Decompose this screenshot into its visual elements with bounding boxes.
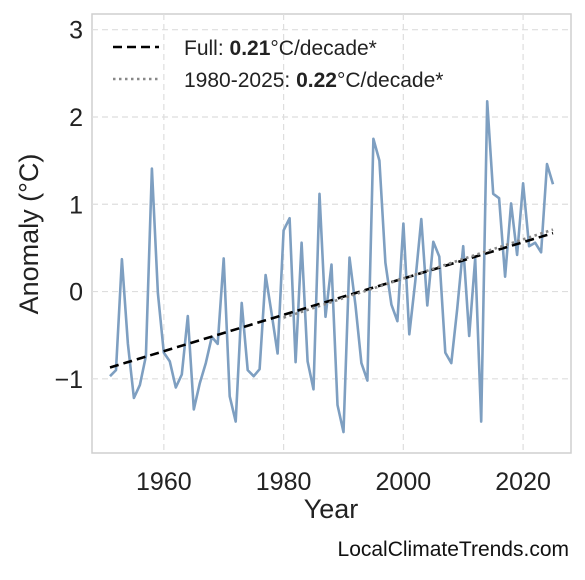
x-tick-label: 2000 <box>376 468 432 496</box>
anomaly-series-line <box>109 100 555 434</box>
y-tick-label: 3 <box>69 17 83 45</box>
legend-full-value: 0.21 <box>230 37 271 60</box>
x-tick-label: 2020 <box>495 468 551 496</box>
tick-labels: 1960 1980 2000 2020 −1 0 1 2 3 <box>54 17 550 496</box>
legend-full-prefix: Full: <box>184 37 230 60</box>
legend-entry-recent: 1980-2025: 0.22°C/decade* <box>184 69 443 92</box>
grid-lines <box>92 14 571 453</box>
trend-line-full <box>109 231 554 369</box>
y-tick-label: 1 <box>69 191 83 219</box>
legend: Full: 0.21°C/decade* 1980-2025: 0.22°C/d… <box>113 37 443 92</box>
x-tick-label: 1980 <box>256 468 312 496</box>
y-tick-label: −1 <box>54 366 83 394</box>
x-tick-label: 1960 <box>136 468 192 496</box>
y-tick-label: 0 <box>69 279 83 307</box>
x-axis-label: Year <box>304 494 359 524</box>
plot-area <box>91 13 572 454</box>
legend-full-suffix: °C/decade* <box>270 37 376 60</box>
legend-recent-prefix: 1980-2025: <box>184 69 296 92</box>
y-tick-label: 2 <box>69 104 83 132</box>
legend-entry-full: Full: 0.21°C/decade* <box>184 37 377 60</box>
series-layer <box>109 100 555 434</box>
site-watermark: LocalClimateTrends.com <box>337 538 569 561</box>
y-axis-label: Anomaly (°C) <box>14 154 44 315</box>
trend-line-recent <box>283 228 554 319</box>
legend-recent-value: 0.22 <box>296 69 337 92</box>
legend-recent-suffix: °C/decade* <box>337 69 443 92</box>
